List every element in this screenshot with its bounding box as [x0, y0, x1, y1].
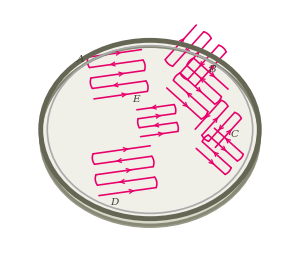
Ellipse shape — [41, 48, 259, 226]
Text: E: E — [132, 95, 140, 104]
Text: A: A — [77, 55, 85, 64]
Text: C: C — [230, 130, 238, 139]
Text: B: B — [208, 65, 215, 74]
Ellipse shape — [41, 40, 259, 219]
Text: D: D — [110, 198, 118, 207]
